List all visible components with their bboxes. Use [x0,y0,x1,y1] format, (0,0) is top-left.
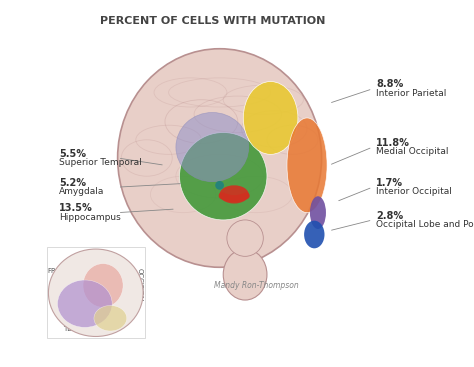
Text: PARIETAL: PARIETAL [94,261,126,267]
Text: OCCIPITAL: OCCIPITAL [137,268,143,303]
Text: 5.5%: 5.5% [59,149,86,159]
Ellipse shape [227,220,264,256]
Text: Interior Parietal: Interior Parietal [376,89,447,98]
Ellipse shape [176,112,249,182]
Ellipse shape [48,249,143,337]
Ellipse shape [310,196,326,229]
Text: Mandy Ron-Thompson: Mandy Ron-Thompson [214,281,299,290]
Text: Occipital Lobe and Pole: Occipital Lobe and Pole [376,220,474,229]
Ellipse shape [219,185,249,204]
Ellipse shape [83,264,123,307]
Text: 8.8%: 8.8% [376,79,403,90]
Text: TEMPORAL: TEMPORAL [63,326,100,332]
Ellipse shape [180,132,267,220]
Text: Superior Temporal: Superior Temporal [59,158,142,167]
Text: 5.2%: 5.2% [59,178,86,188]
Text: 1.7%: 1.7% [376,178,403,188]
Ellipse shape [287,118,327,212]
FancyArrowPatch shape [222,196,246,199]
Ellipse shape [223,249,267,300]
Text: Medial Occipital: Medial Occipital [376,147,449,156]
Text: 11.8%: 11.8% [376,138,410,148]
Ellipse shape [304,221,325,248]
Ellipse shape [57,280,112,327]
Text: 13.5%: 13.5% [59,203,93,213]
Text: PERCENT OF CELLS WITH MUTATION: PERCENT OF CELLS WITH MUTATION [100,16,325,26]
Ellipse shape [215,181,224,190]
Text: Interior Occipital: Interior Occipital [376,187,452,196]
Text: FRONTAL: FRONTAL [47,268,79,274]
Ellipse shape [243,81,298,155]
Ellipse shape [94,305,127,331]
Text: Amygdala: Amygdala [59,187,105,196]
Ellipse shape [118,49,321,267]
Text: 2.8%: 2.8% [376,211,403,221]
Text: Hippocampus: Hippocampus [59,212,121,222]
